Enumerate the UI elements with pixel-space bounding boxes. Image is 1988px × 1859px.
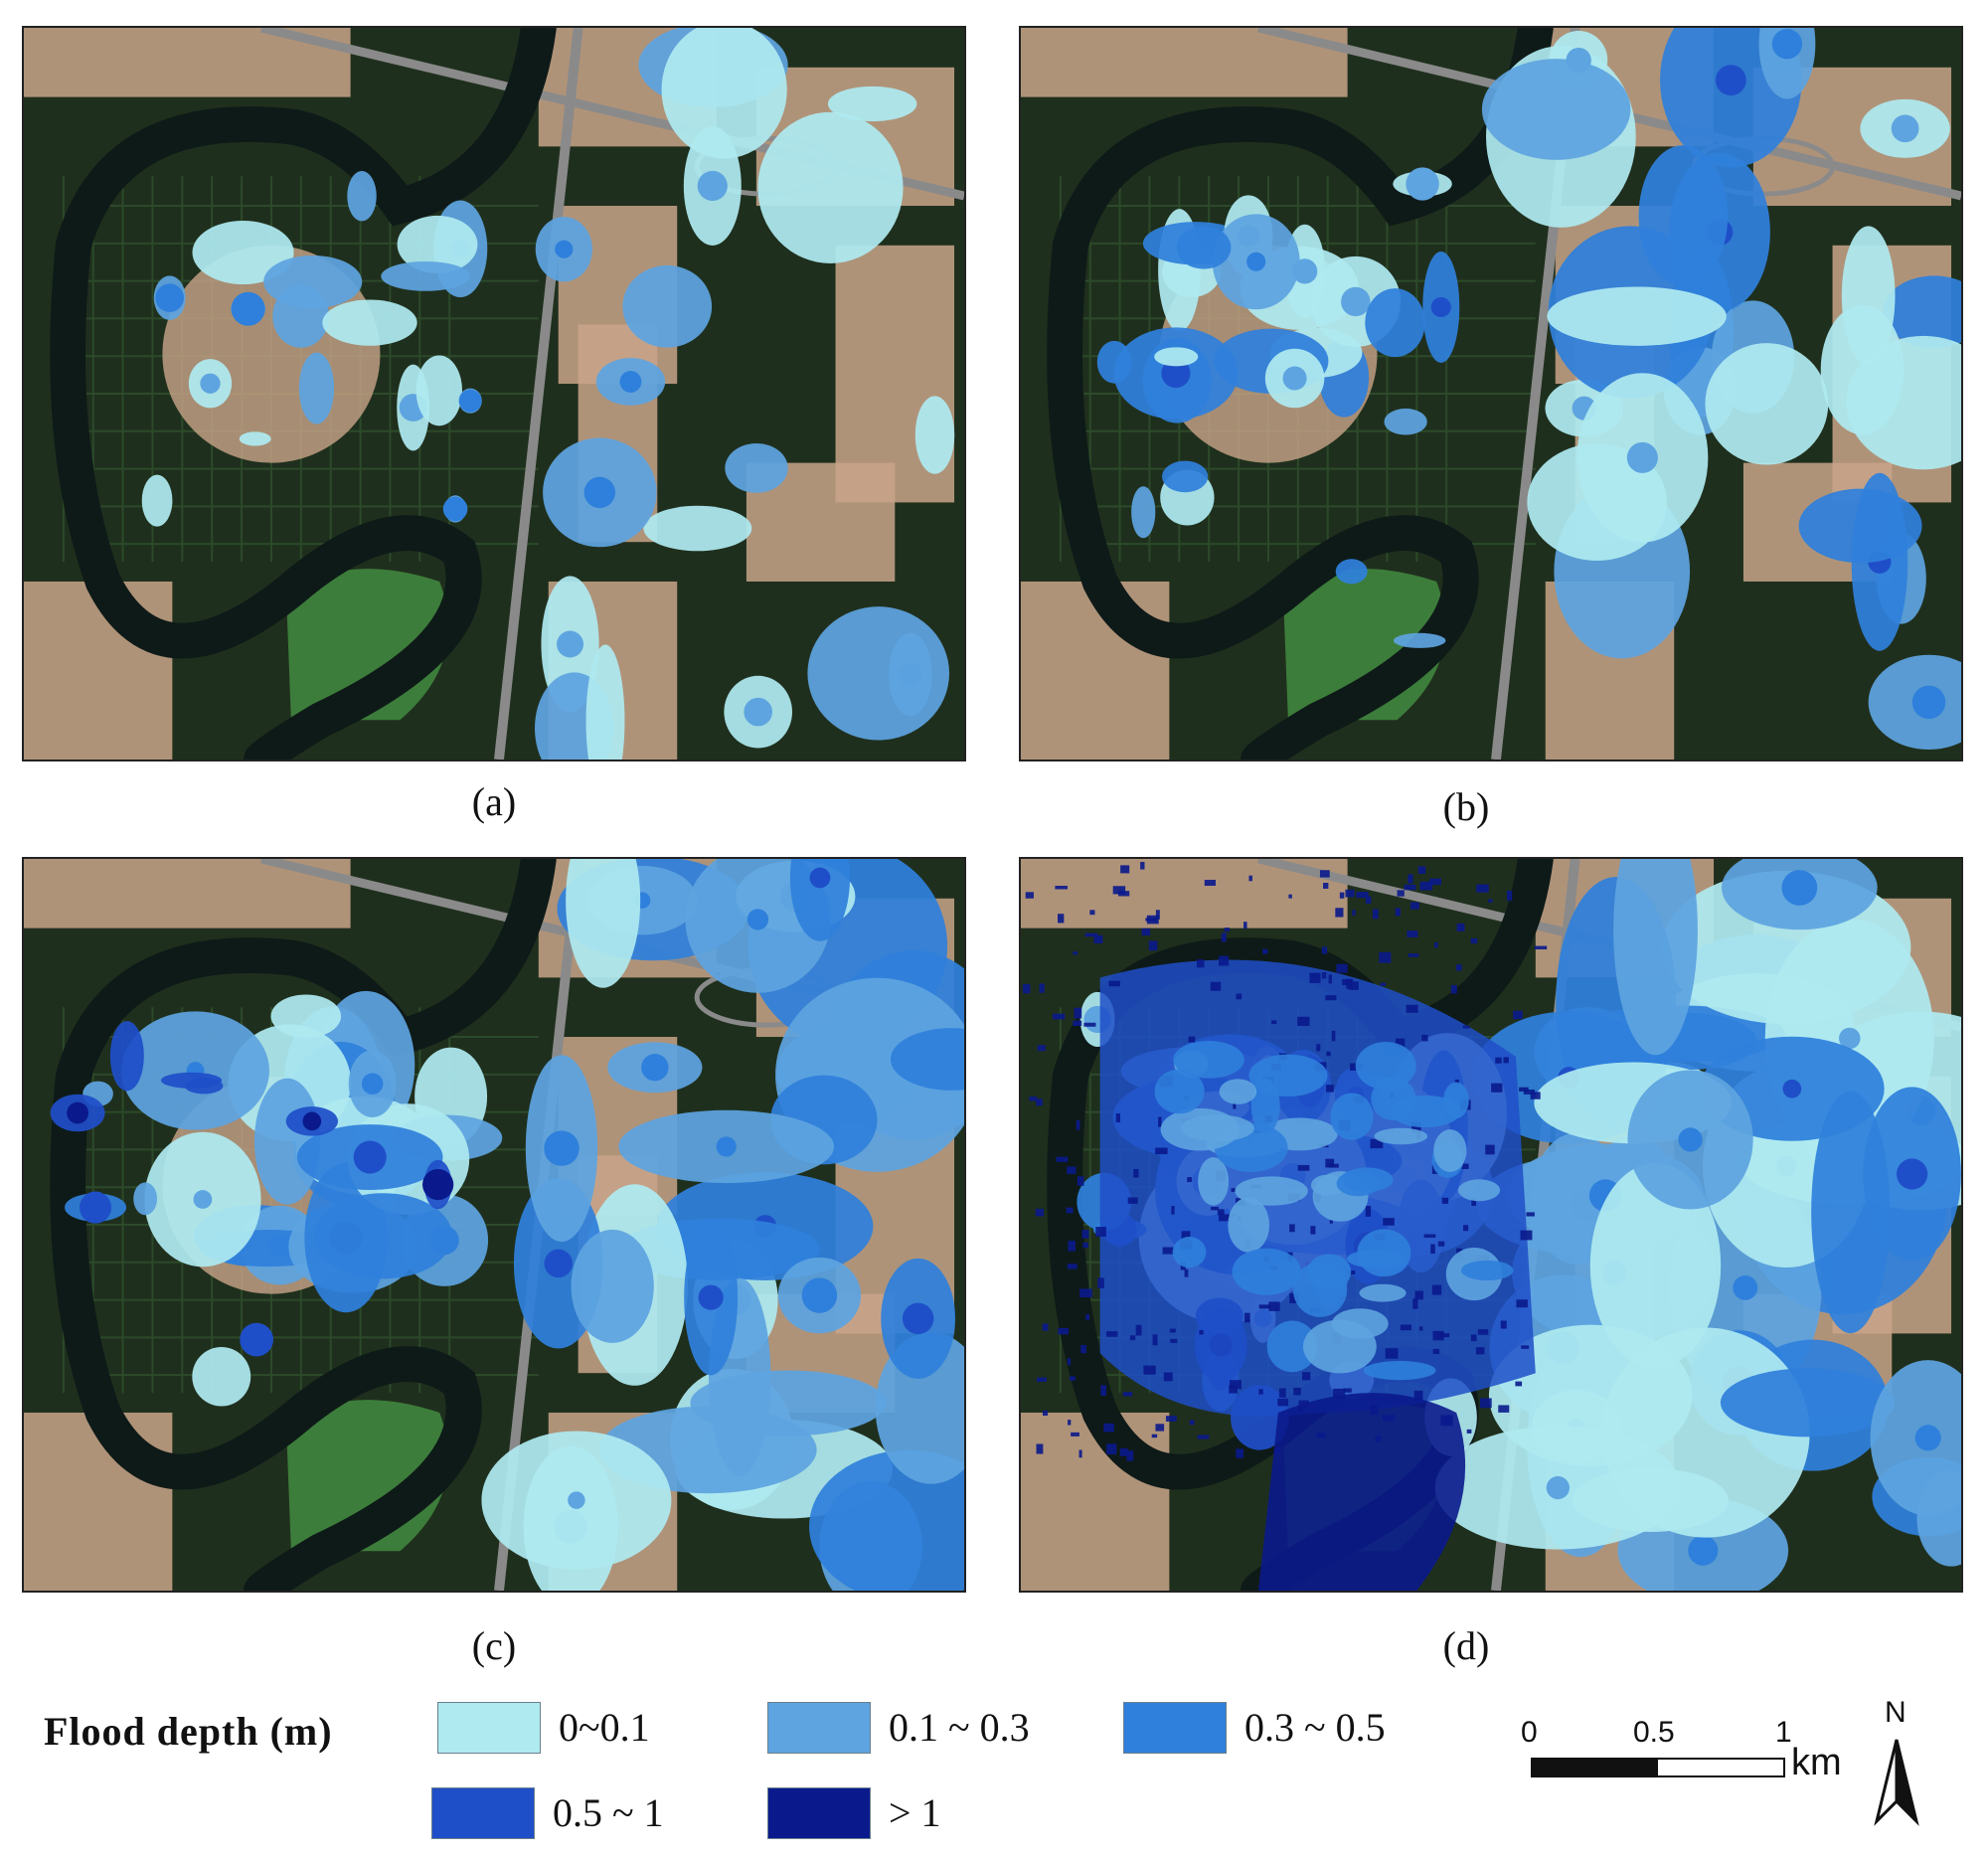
scale-unit: km — [1791, 1742, 1842, 1783]
flood-map-b — [1021, 28, 1961, 760]
panel-caption-c: (c) — [471, 1623, 517, 1668]
legend-title: Flood depth (m) — [44, 1709, 333, 1754]
legend-swatch-2 — [1123, 1702, 1227, 1754]
map-panel-c — [22, 857, 966, 1593]
legend-label-4: > 1 — [889, 1790, 941, 1835]
legend-label-1: 0.1 ~ 0.3 — [889, 1705, 1030, 1750]
panel-caption-a: (a) — [471, 779, 517, 824]
north-label: N — [1885, 1696, 1906, 1729]
flood-map-c — [24, 859, 964, 1591]
panel-caption-b: (b) — [1442, 784, 1490, 829]
scale-tick-2: 1 — [1775, 1716, 1792, 1749]
legend-swatch-3 — [431, 1787, 535, 1839]
legend-label-0: 0~0.1 — [559, 1705, 650, 1750]
scale-tick-0: 0 — [1521, 1716, 1538, 1749]
map-panel-d — [1019, 857, 1963, 1593]
legend-swatch-0 — [437, 1702, 541, 1754]
legend-label-2: 0.3 ~ 0.5 — [1244, 1705, 1386, 1750]
scale-tick-1: 0.5 — [1633, 1716, 1675, 1749]
panel-caption-d: (d) — [1442, 1623, 1490, 1668]
legend-label-3: 0.5 ~ 1 — [553, 1790, 664, 1835]
flood-map-a — [24, 28, 964, 760]
flood-map-d — [1021, 859, 1961, 1591]
map-panel-b — [1019, 26, 1963, 761]
north-arrow-icon — [1874, 1739, 1919, 1826]
legend-swatch-1 — [767, 1702, 871, 1754]
scale-bar — [1531, 1758, 1785, 1777]
map-panel-a — [22, 26, 966, 761]
legend-swatch-4 — [767, 1787, 871, 1839]
